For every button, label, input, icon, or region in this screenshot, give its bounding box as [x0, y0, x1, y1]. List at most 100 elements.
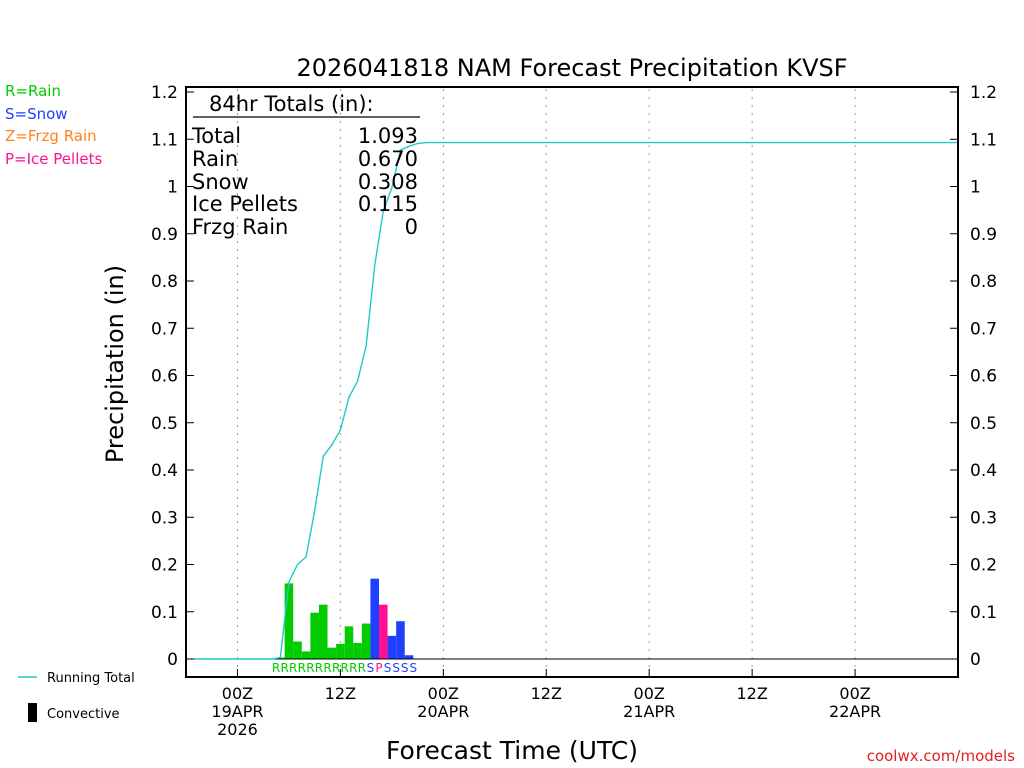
precip-bar-9 [353, 642, 362, 659]
type-code-2: R [289, 661, 297, 675]
totals-value-snow: 0.308 [358, 170, 418, 194]
x-tick-label-0-0: 00Z [222, 684, 253, 703]
x-tick-label-4-0: 00Z [634, 684, 665, 703]
bottom-legend: Running Total Convective [18, 671, 135, 722]
y-tick-label-left-5: 0.5 [151, 414, 178, 434]
y-tick-label-right-8: 0.8 [970, 272, 997, 292]
totals-label-total: Total [191, 124, 241, 148]
precip-bar-6 [327, 647, 337, 659]
totals-value-rain: 0.670 [358, 147, 418, 171]
x-tick-label-6-0: 00Z [839, 684, 870, 703]
precip-bar-15 [404, 655, 414, 659]
type-code-3: R [298, 661, 306, 675]
chart-title: 2026041818 NAM Forecast Precipitation KV… [296, 54, 847, 82]
x-tick-label-2-1: 20APR [417, 702, 469, 721]
x-axis-label: Forecast Time (UTC) [386, 736, 638, 765]
type-code-7: R [332, 661, 340, 675]
type-legend: R=Rain S=Snow Z=Frzg Rain P=Ice Pellets [5, 82, 102, 168]
convective-swatch [28, 703, 37, 722]
y-tick-label-right-9: 0.9 [970, 225, 997, 245]
totals-box: 84hr Totals (in): Total 1.093 Rain 0.670… [191, 92, 420, 239]
totals-label-frzg-rain: Frzg Rain [192, 215, 288, 239]
legend-frzg-rain: Z=Frzg Rain [5, 127, 97, 145]
x-tick-label-1-0: 12Z [325, 684, 356, 703]
y-tick-label-left-8: 0.8 [151, 272, 178, 292]
precip-bar-14 [396, 621, 405, 659]
y-tick-label-left-10: 1 [167, 178, 178, 198]
type-code-12: P [375, 661, 382, 675]
y-tick-label-left-12: 1.2 [151, 83, 178, 103]
y-axis-ticks: 0 0 0.1 0.1 0.2 0.2 0.3 0.3 0.4 0.4 0.5 0.5 0.6 0.6 0.… [151, 83, 997, 670]
precip-bar-4 [310, 612, 319, 659]
y-tick-label-right-6: 0.6 [970, 367, 997, 387]
precip-bar-10 [361, 623, 371, 659]
totals-value-total: 1.093 [358, 124, 418, 148]
precip-bar-5 [318, 604, 328, 659]
totals-label-snow: Snow [192, 170, 249, 194]
precip-bar-11 [370, 578, 379, 659]
x-tick-label-0-1: 19APR [211, 702, 263, 721]
type-code-10: R [358, 661, 366, 675]
precip-bar-12 [379, 604, 388, 659]
type-code-16: S [409, 661, 417, 675]
type-code-13: S [384, 661, 392, 675]
totals-label-rain: Rain [192, 147, 238, 171]
y-tick-label-right-1: 0.1 [970, 603, 997, 623]
vertical-gridlines [236, 89, 856, 675]
y-tick-label-right-3: 0.3 [970, 508, 997, 528]
x-tick-label-0-2: 2026 [217, 720, 258, 739]
totals-label-ice-pellets: Ice Pellets [192, 192, 298, 216]
y-tick-label-right-0: 0 [970, 650, 981, 670]
totals-value-ice-pellets: 0.115 [358, 192, 418, 216]
legend-rain: R=Rain [5, 82, 61, 100]
type-code-5: R [315, 661, 323, 675]
precip-bar-7 [336, 643, 345, 659]
y-tick-label-right-10: 1 [970, 178, 981, 198]
x-tick-label-4-1: 21APR [623, 702, 675, 721]
y-tick-label-left-6: 0.6 [151, 367, 178, 387]
running-total-legend-label: Running Total [47, 671, 135, 686]
totals-value-frzg-rain: 0 [405, 215, 418, 239]
x-tick-label-3-0: 12Z [531, 684, 562, 703]
type-code-6: R [323, 661, 331, 675]
credit-link[interactable]: coolwx.com/models [867, 747, 1015, 765]
type-code-14: S [392, 661, 400, 675]
type-code-4: R [306, 661, 314, 675]
precip-bar-8 [344, 626, 354, 659]
running-total-series [194, 141, 958, 660]
type-code-11: S [367, 661, 375, 675]
y-tick-label-right-5: 0.5 [970, 414, 997, 434]
type-code-0: R [272, 661, 280, 675]
precip-bars [276, 578, 414, 659]
x-tick-label-5-0: 12Z [736, 684, 767, 703]
y-tick-label-right-11: 1.1 [970, 130, 997, 150]
precip-bar-1 [284, 583, 294, 659]
running-total-line [194, 141, 958, 660]
precip-bar-2 [293, 641, 302, 659]
y-tick-label-right-7: 0.7 [970, 319, 997, 339]
legend-snow: S=Snow [5, 105, 68, 123]
y-tick-label-right-4: 0.4 [970, 461, 997, 481]
y-tick-label-right-2: 0.2 [970, 556, 997, 576]
y-tick-label-left-9: 0.9 [151, 225, 178, 245]
type-code-8: R [341, 661, 349, 675]
y-tick-label-left-7: 0.7 [151, 319, 178, 339]
type-code-1: R [280, 661, 288, 675]
y-tick-label-left-2: 0.2 [151, 556, 178, 576]
legend-ice-pellets: P=Ice Pellets [5, 150, 102, 168]
x-tick-label-2-0: 00Z [428, 684, 459, 703]
y-tick-label-left-1: 0.1 [151, 603, 178, 623]
y-axis-label: Precipitation (in) [101, 265, 129, 463]
type-code-9: R [349, 661, 357, 675]
precip-bar-13 [387, 635, 397, 659]
x-tick-label-6-1: 22APR [829, 702, 881, 721]
y-tick-label-right-12: 1.2 [970, 83, 997, 103]
totals-header: 84hr Totals (in): [209, 92, 374, 116]
plot-frame [185, 86, 959, 678]
y-tick-label-left-4: 0.4 [151, 461, 178, 481]
type-code-15: S [401, 661, 409, 675]
convective-legend-label: Convective [47, 707, 120, 722]
